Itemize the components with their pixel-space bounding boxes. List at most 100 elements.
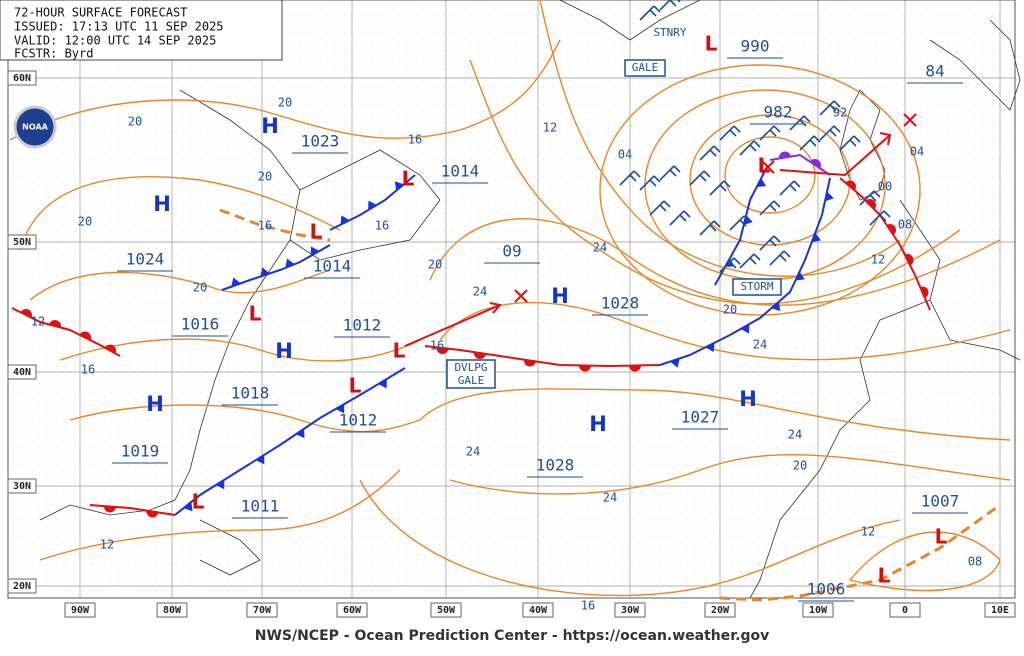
grid-dot xyxy=(668,302,670,304)
grid-dot xyxy=(290,374,292,376)
grid-dot xyxy=(524,365,526,367)
grid-dot xyxy=(533,518,535,520)
grid-dot xyxy=(263,320,265,322)
grid-dot xyxy=(623,374,625,376)
grid-dot xyxy=(533,257,535,259)
grid-dot xyxy=(56,455,58,457)
grid-dot xyxy=(245,104,247,106)
grid-dot xyxy=(56,167,58,169)
grid-dot xyxy=(110,590,112,592)
grid-dot xyxy=(416,437,418,439)
grid-dot xyxy=(434,374,436,376)
grid-dot xyxy=(29,518,31,520)
grid-dot xyxy=(470,491,472,493)
grid-dot xyxy=(452,122,454,124)
grid-dot xyxy=(668,365,670,367)
grid-dot xyxy=(470,545,472,547)
grid-dot xyxy=(344,113,346,115)
grid-dot xyxy=(83,464,85,466)
grid-dot xyxy=(227,365,229,367)
grid-dot xyxy=(83,572,85,574)
grid-dot xyxy=(11,158,13,160)
grid-dot xyxy=(515,41,517,43)
grid-dot xyxy=(272,374,274,376)
grid-dot xyxy=(497,176,499,178)
grid-dot xyxy=(371,293,373,295)
grid-dot xyxy=(281,86,283,88)
grid-dot xyxy=(650,194,652,196)
grid-dot xyxy=(191,140,193,142)
grid-dot xyxy=(551,203,553,205)
grid-dot xyxy=(191,374,193,376)
grid-dot xyxy=(614,221,616,223)
grid-dot xyxy=(488,563,490,565)
grid-dot xyxy=(389,113,391,115)
grid-dot xyxy=(344,329,346,331)
grid-dot xyxy=(146,95,148,97)
grid-dot xyxy=(389,41,391,43)
grid-dot xyxy=(614,68,616,70)
grid-dot xyxy=(362,185,364,187)
grid-dot xyxy=(101,167,103,169)
grid-dot xyxy=(479,5,481,7)
grid-dot xyxy=(362,581,364,583)
grid-dot xyxy=(488,302,490,304)
grid-dot xyxy=(560,41,562,43)
grid-dot xyxy=(227,248,229,250)
grid-dot xyxy=(461,194,463,196)
grid-dot xyxy=(389,23,391,25)
grid-dot xyxy=(281,563,283,565)
grid-dot xyxy=(137,329,139,331)
grid-dot xyxy=(407,482,409,484)
grid-dot xyxy=(614,95,616,97)
grid-dot xyxy=(335,32,337,34)
grid-dot xyxy=(587,419,589,421)
grid-dot xyxy=(11,221,13,223)
grid-dot xyxy=(398,473,400,475)
grid-dot xyxy=(587,410,589,412)
grid-dot xyxy=(209,464,211,466)
grid-dot xyxy=(497,347,499,349)
grid-dot xyxy=(362,446,364,448)
grid-dot xyxy=(659,14,661,16)
grid-dot xyxy=(686,185,688,187)
grid-dot xyxy=(659,347,661,349)
grid-dot xyxy=(506,104,508,106)
grid-dot xyxy=(587,86,589,88)
grid-dot xyxy=(533,356,535,358)
grid-dot xyxy=(110,95,112,97)
grid-dot xyxy=(407,50,409,52)
grid-dot xyxy=(389,455,391,457)
grid-dot xyxy=(632,464,634,466)
grid-dot xyxy=(353,338,355,340)
grid-dot xyxy=(326,581,328,583)
grid-dot xyxy=(506,23,508,25)
grid-dot xyxy=(479,446,481,448)
grid-dot xyxy=(452,5,454,7)
grid-dot xyxy=(641,122,643,124)
grid-dot xyxy=(650,95,652,97)
grid-dot xyxy=(344,212,346,214)
grid-dot xyxy=(560,509,562,511)
grid-dot xyxy=(380,563,382,565)
grid-dot xyxy=(461,356,463,358)
grid-dot xyxy=(641,383,643,385)
grid-dot xyxy=(443,527,445,529)
grid-dot xyxy=(371,266,373,268)
grid-dot xyxy=(290,500,292,502)
grid-dot xyxy=(506,401,508,403)
grid-dot xyxy=(578,545,580,547)
grid-dot xyxy=(668,239,670,241)
grid-dot xyxy=(101,302,103,304)
grid-dot xyxy=(677,86,679,88)
grid-dot xyxy=(344,482,346,484)
grid-dot xyxy=(308,509,310,511)
grid-dot xyxy=(452,68,454,70)
grid-dot xyxy=(173,185,175,187)
grid-dot xyxy=(92,257,94,259)
grid-dot xyxy=(236,518,238,520)
grid-dot xyxy=(227,221,229,223)
grid-dot xyxy=(560,527,562,529)
grid-dot xyxy=(74,266,76,268)
grid-dot xyxy=(254,248,256,250)
